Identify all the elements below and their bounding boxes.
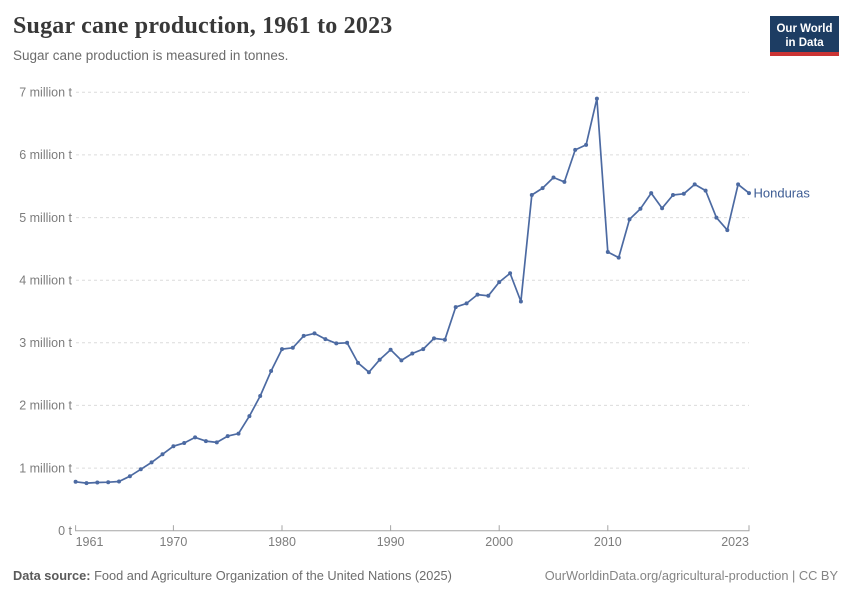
data-point-marker[interactable]: [203, 439, 208, 444]
x-axis-tick-label: 2010: [594, 535, 622, 549]
data-point-marker[interactable]: [747, 191, 751, 196]
data-point-marker[interactable]: [551, 175, 556, 180]
data-point-marker[interactable]: [518, 299, 523, 304]
y-axis-tick-label: 1 million t: [19, 461, 72, 475]
data-point-marker[interactable]: [410, 351, 415, 356]
data-point-marker[interactable]: [247, 414, 252, 419]
data-point-marker[interactable]: [464, 301, 469, 306]
data-point-marker[interactable]: [692, 182, 697, 187]
data-point-marker[interactable]: [703, 188, 708, 193]
data-point-marker[interactable]: [573, 147, 578, 152]
x-axis-tick-label: 1980: [268, 535, 296, 549]
data-point-marker[interactable]: [508, 271, 513, 276]
y-axis-tick-label: 7 million t: [19, 86, 72, 100]
data-point-marker[interactable]: [714, 215, 719, 220]
y-axis-tick-label: 5 million t: [19, 211, 72, 225]
data-point-marker[interactable]: [117, 479, 121, 484]
x-axis-tick-label: 1970: [159, 535, 187, 549]
data-point-marker[interactable]: [193, 435, 198, 440]
data-point-marker[interactable]: [95, 480, 100, 485]
data-point-marker[interactable]: [160, 452, 165, 457]
data-point-marker[interactable]: [660, 206, 665, 211]
data-point-marker[interactable]: [584, 142, 589, 147]
data-point-marker[interactable]: [138, 467, 143, 472]
data-point-marker[interactable]: [366, 370, 371, 375]
y-axis-tick-label: 6 million t: [19, 148, 72, 162]
honduras-line[interactable]: [74, 97, 750, 484]
data-point-marker[interactable]: [127, 474, 132, 479]
data-source-label: Data source:: [13, 568, 91, 583]
data-point-marker[interactable]: [334, 341, 339, 346]
chart-footer: Data source: Food and Agriculture Organi…: [13, 568, 838, 583]
y-axis-tick-label: 0 t: [58, 524, 72, 538]
data-point-marker[interactable]: [486, 293, 491, 298]
data-point-marker[interactable]: [442, 337, 447, 342]
data-point-marker[interactable]: [171, 444, 176, 449]
data-point-marker[interactable]: [214, 440, 219, 445]
data-point-marker[interactable]: [236, 431, 241, 436]
data-point-marker[interactable]: [149, 460, 154, 465]
data-point-marker[interactable]: [301, 333, 306, 338]
owid-logo[interactable]: Our World in Data: [770, 16, 839, 56]
owid-logo-background: [770, 16, 839, 56]
data-point-marker[interactable]: [323, 337, 328, 342]
data-point-marker[interactable]: [562, 179, 567, 184]
data-source-note: Data source: Food and Agriculture Organi…: [13, 568, 452, 583]
entity-label-honduras[interactable]: Honduras: [754, 185, 811, 200]
data-point-marker[interactable]: [421, 347, 426, 352]
chart-title: Sugar cane production, 1961 to 2023: [13, 13, 393, 39]
data-point-marker[interactable]: [290, 345, 295, 350]
data-point-marker[interactable]: [497, 280, 502, 285]
data-point-marker[interactable]: [258, 394, 263, 398]
data-point-marker[interactable]: [725, 228, 730, 233]
data-point-marker[interactable]: [540, 186, 545, 191]
data-point-marker[interactable]: [388, 347, 393, 352]
data-point-marker[interactable]: [182, 441, 187, 445]
data-point-marker[interactable]: [681, 191, 686, 196]
x-axis-tick-label: 1990: [377, 535, 405, 549]
data-point-marker[interactable]: [377, 357, 382, 362]
data-point-marker[interactable]: [345, 340, 350, 345]
x-axis-tick-label: 2023: [721, 535, 749, 549]
data-point-marker[interactable]: [475, 292, 480, 297]
y-axis-tick-label: 3 million t: [19, 336, 72, 350]
data-point-marker[interactable]: [638, 206, 643, 211]
data-point-marker[interactable]: [84, 481, 89, 486]
data-source-text: Food and Agriculture Organization of the…: [90, 568, 452, 583]
owid-logo-text-line1: Our World: [776, 22, 833, 35]
data-point-marker[interactable]: [529, 193, 534, 197]
data-point-marker[interactable]: [453, 305, 458, 310]
data-point-marker[interactable]: [671, 193, 675, 197]
owid-logo-red-stripe: [770, 51, 839, 56]
data-point-marker[interactable]: [605, 250, 610, 254]
data-point-marker[interactable]: [399, 358, 404, 363]
data-point-marker[interactable]: [73, 479, 78, 484]
owid-url-license[interactable]: OurWorldinData.org/agricultural-producti…: [544, 568, 838, 583]
x-axis-tick-label: 2000: [485, 535, 513, 549]
data-point-marker[interactable]: [312, 331, 317, 336]
data-point-marker[interactable]: [627, 217, 632, 222]
data-point-marker[interactable]: [106, 480, 111, 485]
data-point-marker[interactable]: [736, 182, 741, 187]
data-point-marker[interactable]: [269, 369, 274, 373]
data-point-marker[interactable]: [649, 191, 654, 196]
data-point-marker[interactable]: [280, 347, 284, 352]
y-axis-tick-label: 2 million t: [19, 399, 72, 413]
data-point-marker[interactable]: [225, 434, 230, 439]
y-axis-tick-label: 4 million t: [19, 274, 72, 288]
data-point-marker[interactable]: [594, 96, 599, 101]
data-point-marker[interactable]: [432, 336, 436, 341]
x-axis-tick-label: 1961: [76, 535, 104, 549]
owid-logo-text-line2: in Data: [785, 37, 824, 49]
chart-subtitle: Sugar cane production is measured in ton…: [13, 48, 289, 63]
data-point-marker[interactable]: [616, 255, 621, 260]
data-point-marker[interactable]: [356, 360, 360, 365]
